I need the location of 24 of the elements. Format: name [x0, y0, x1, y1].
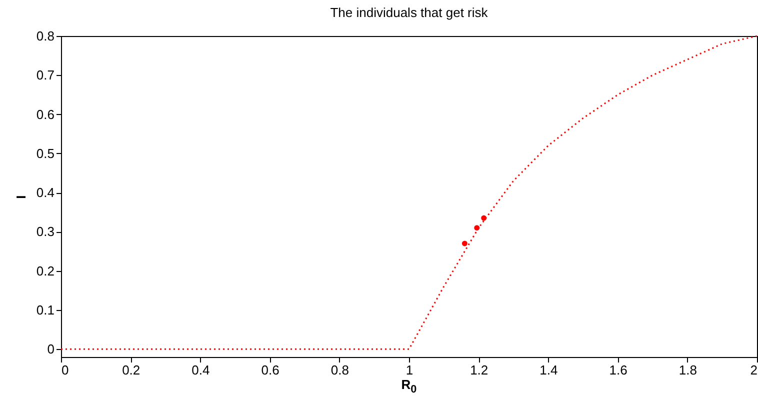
x-tick-label: 0.2 [122, 362, 140, 378]
x-axis-title: R$_{0}$ [400, 377, 418, 396]
x-tick-label: 0.4 [192, 362, 210, 378]
x-tick-label: 1.2 [470, 362, 488, 378]
line-series [60, 35, 758, 350]
y-axis-title: I [13, 195, 28, 199]
y-tick-label: 0.4 [36, 185, 54, 200]
x-tick-label: 1.4 [540, 362, 558, 378]
chart-title: The individuals that get risk [330, 5, 488, 20]
y-tick-label: 0.2 [36, 263, 54, 278]
x-tick-label: 1.8 [678, 362, 697, 378]
y-tick-label: 0.3 [36, 224, 54, 240]
x-tick-label: 0.8 [330, 362, 349, 378]
x-tick-label: 2 [750, 362, 758, 378]
y-tick-label: 0.7 [36, 68, 54, 83]
y-tick-label: 0.1 [36, 302, 54, 318]
x-tick-label: 1.6 [609, 362, 628, 378]
y-tick-label: 0.6 [36, 106, 54, 122]
y-tick-label: 0 [47, 342, 54, 357]
y-tick-label: 0.8 [36, 28, 54, 44]
x-tick-label: 0 [62, 362, 69, 378]
x-tick-label: 1 [406, 362, 414, 378]
y-tick-label: 0.5 [36, 146, 54, 161]
x-tick-label: 0.6 [261, 362, 280, 378]
